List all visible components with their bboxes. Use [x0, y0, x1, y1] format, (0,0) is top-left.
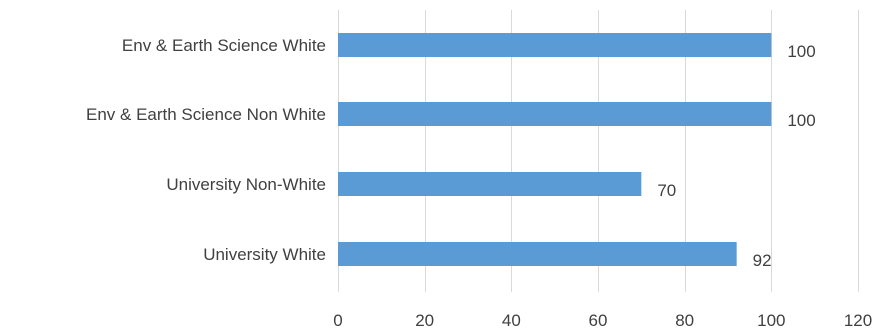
- data-label: 100: [787, 42, 815, 61]
- category-label: University White: [203, 245, 326, 264]
- x-tick-label: 20: [415, 311, 434, 330]
- data-label: 100: [787, 111, 815, 130]
- bar: [338, 172, 642, 196]
- category-labels: Env & Earth Science White Env & Earth Sci…: [86, 36, 326, 264]
- x-tick-label: 60: [589, 311, 608, 330]
- data-label: 70: [657, 181, 676, 200]
- bar: [338, 102, 772, 126]
- category-label: Env & Earth Science White: [122, 36, 326, 55]
- x-tick-label: 0: [333, 311, 342, 330]
- x-tick-label: 80: [675, 311, 694, 330]
- bars: [338, 33, 772, 266]
- category-label: University Non-White: [166, 175, 326, 194]
- data-labels: 100 100 70 92: [657, 42, 815, 270]
- x-tick-label: 100: [757, 311, 785, 330]
- x-tick-label: 120: [844, 311, 872, 330]
- bar: [338, 33, 772, 57]
- bar: [338, 242, 737, 266]
- x-tick-label: 40: [502, 311, 521, 330]
- data-label: 92: [753, 251, 772, 270]
- x-axis-tick-labels: 0 20 40 60 80 100 120: [333, 311, 872, 330]
- category-label: Env & Earth Science Non White: [86, 105, 326, 124]
